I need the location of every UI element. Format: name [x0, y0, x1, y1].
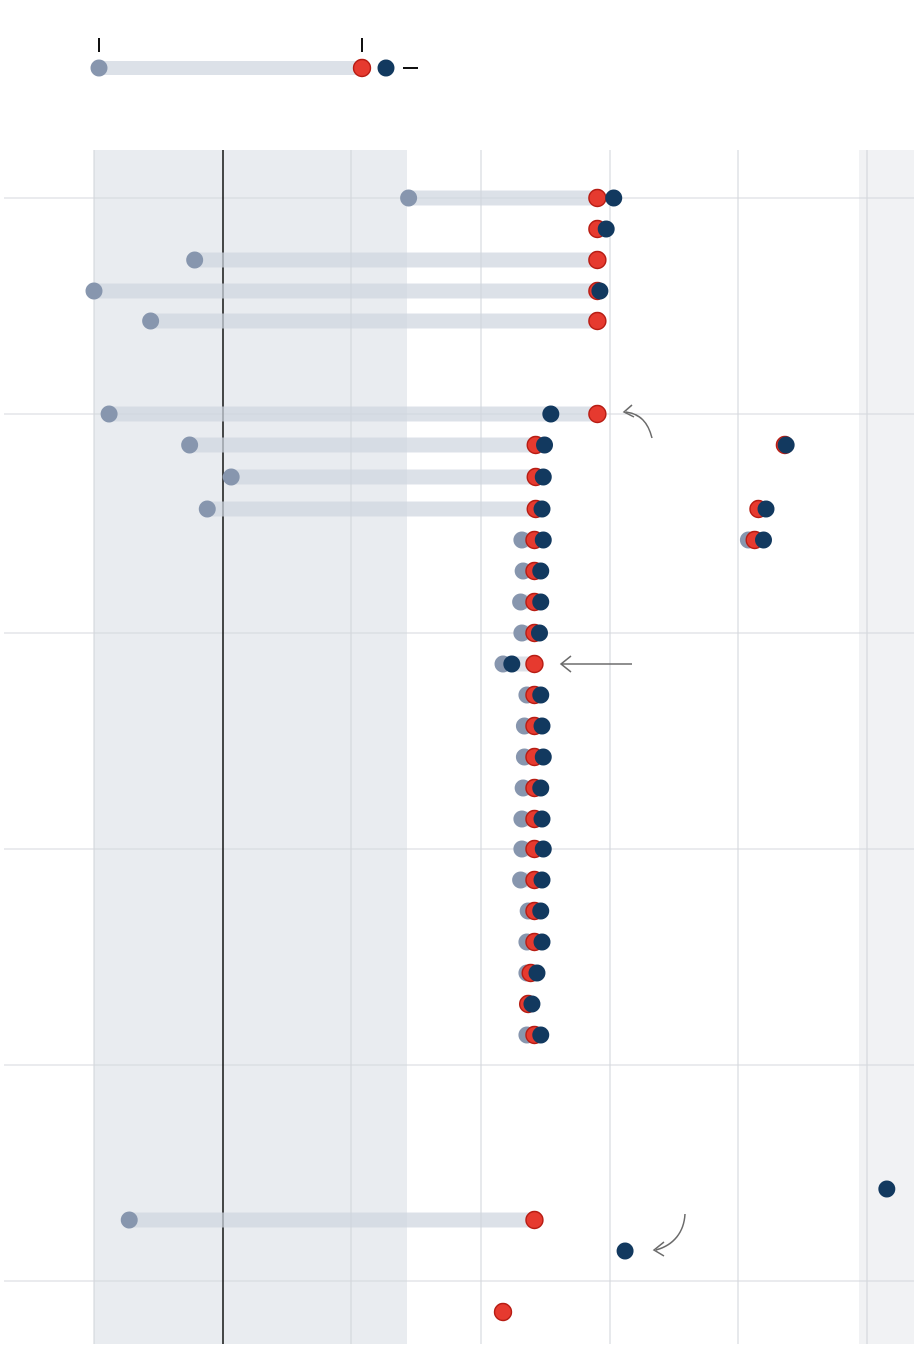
range-bar-7	[231, 469, 536, 485]
annotation-arrow-curve-top	[625, 411, 653, 439]
end-point-20	[533, 871, 551, 889]
end-point-15	[533, 717, 551, 735]
annotation-arrowhead-bottom	[652, 1241, 665, 1257]
end-point-31	[757, 500, 775, 518]
range-bar-8	[207, 501, 536, 517]
start-point-4	[142, 312, 160, 330]
end-point-13	[503, 655, 521, 673]
range-bars	[94, 190, 755, 1228]
legend-range-bar	[99, 61, 362, 75]
legend-end-point	[377, 59, 395, 77]
start-point-27	[120, 1211, 138, 1229]
annotation-arrow-curve-bottom	[655, 1213, 686, 1251]
end-point-5	[542, 405, 560, 423]
end-point-1	[597, 220, 615, 238]
middle-point-0	[588, 188, 607, 208]
middle-point-13	[525, 654, 544, 674]
end-point-11	[532, 593, 550, 611]
end-point-30	[777, 436, 795, 454]
end-point-21	[532, 902, 550, 920]
end-point-8	[533, 500, 551, 518]
range-bar-5	[109, 406, 598, 422]
range-bar-6	[189, 437, 536, 453]
annotations	[559, 404, 686, 1257]
start-point-8	[198, 500, 216, 518]
start-point-9	[513, 531, 531, 549]
start-point-7	[222, 468, 240, 486]
middle-point-27	[525, 1210, 544, 1230]
end-point-22	[533, 933, 551, 951]
range-bar-2	[194, 252, 598, 268]
range-bar-4	[150, 313, 598, 329]
end-point-24	[523, 995, 541, 1013]
end-point-32	[755, 531, 773, 549]
middle-point-5	[588, 404, 607, 424]
annotation-arrowhead-horizontal	[559, 655, 572, 673]
background-layer	[94, 150, 914, 1344]
range-bar-3	[94, 283, 598, 299]
start-point-3	[85, 282, 103, 300]
start-point-12	[513, 624, 531, 642]
start-point-5	[100, 405, 118, 423]
start-point-18	[513, 810, 531, 828]
start-point-19	[513, 840, 531, 858]
range-bar-0	[408, 190, 598, 206]
end-point-7	[534, 468, 552, 486]
end-point-10	[532, 562, 550, 580]
end-point-26	[878, 1180, 896, 1198]
end-point-6	[536, 436, 554, 454]
middle-point-4	[588, 311, 607, 331]
end-point-25	[532, 1026, 550, 1044]
shaded-region	[94, 150, 407, 1344]
start-point-6	[181, 436, 199, 454]
end-point-16	[534, 748, 552, 766]
start-point-11	[512, 593, 530, 611]
end-point-18	[533, 810, 551, 828]
end-point-23	[528, 964, 546, 982]
end-point-12	[530, 624, 548, 642]
end-point-17	[532, 779, 550, 797]
end-point-19	[534, 840, 552, 858]
start-point-2	[186, 251, 204, 269]
legend-middle-point	[352, 58, 372, 78]
legend	[90, 38, 418, 78]
middle-point-29	[493, 1302, 513, 1322]
end-point-14	[532, 686, 550, 704]
start-point-0	[400, 189, 418, 207]
legend-start-point	[90, 59, 108, 77]
data-points	[85, 188, 896, 1322]
start-point-20	[512, 871, 530, 889]
range-bar-27	[129, 1212, 535, 1228]
annotation-arrowhead-top	[622, 404, 635, 418]
shaded-region-right	[859, 150, 914, 1344]
end-point-0	[605, 189, 623, 207]
end-point-28	[616, 1242, 634, 1260]
end-point-3	[591, 282, 609, 300]
middle-point-2	[588, 250, 607, 270]
end-point-9	[534, 531, 552, 549]
